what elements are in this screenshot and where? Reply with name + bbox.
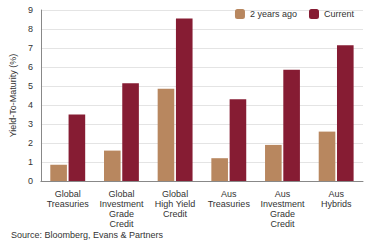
svg-text:Aus: Aus [221, 189, 237, 199]
svg-text:Aus: Aus [328, 189, 344, 199]
svg-text:Grade: Grade [270, 209, 295, 219]
svg-text:Treasuries: Treasuries [208, 199, 251, 209]
svg-text:8: 8 [28, 24, 33, 34]
svg-text:Investment: Investment [99, 199, 144, 209]
svg-text:3: 3 [28, 119, 33, 129]
svg-text:1: 1 [28, 157, 33, 167]
svg-text:Global: Global [108, 189, 134, 199]
svg-text:Grade: Grade [109, 209, 134, 219]
svg-text:Source: Bloomberg, Evans & Par: Source: Bloomberg, Evans & Partners [11, 230, 164, 240]
svg-text:Credit: Credit [109, 219, 134, 229]
svg-text:Treasuries: Treasuries [47, 199, 90, 209]
svg-text:Global: Global [162, 189, 188, 199]
svg-text:Current: Current [324, 9, 355, 19]
svg-text:5: 5 [28, 81, 33, 91]
svg-text:9: 9 [28, 5, 33, 15]
svg-text:Global: Global [55, 189, 81, 199]
svg-text:Yield-To-Maturity (%): Yield-To-Maturity (%) [8, 54, 18, 138]
svg-text:Credit: Credit [163, 209, 188, 219]
svg-text:2 years ago: 2 years ago [250, 9, 297, 19]
svg-text:Credit: Credit [270, 219, 295, 229]
svg-text:7: 7 [28, 43, 33, 53]
svg-text:4: 4 [28, 100, 33, 110]
svg-text:High Yield: High Yield [155, 199, 196, 209]
svg-text:Investment: Investment [260, 199, 305, 209]
svg-text:2: 2 [28, 138, 33, 148]
svg-text:Hybrids: Hybrids [321, 199, 352, 209]
svg-text:0: 0 [28, 176, 33, 186]
svg-text:Aus: Aus [275, 189, 291, 199]
svg-text:6: 6 [28, 62, 33, 72]
